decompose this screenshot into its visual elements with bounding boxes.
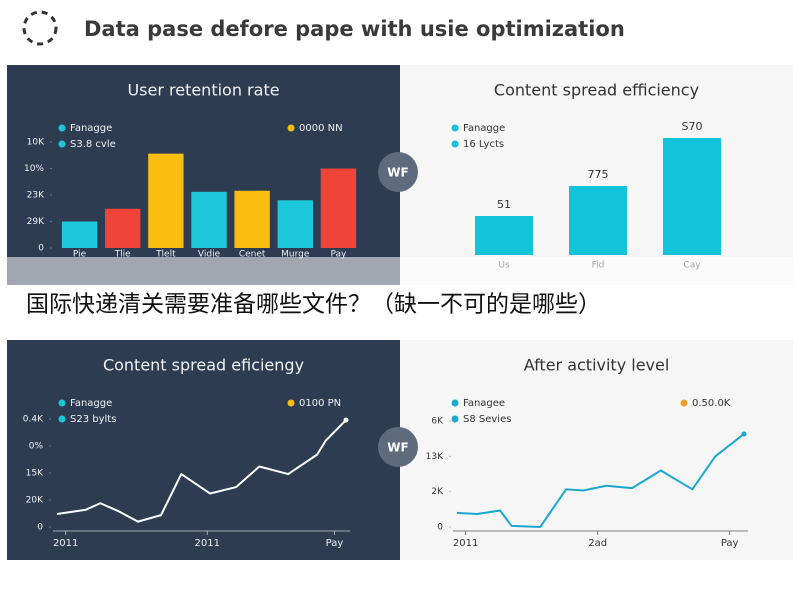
legend-marker xyxy=(58,124,66,132)
y-tick-label: 13K xyxy=(426,452,444,462)
panel xyxy=(7,340,400,560)
bar xyxy=(663,138,721,255)
legend-marker xyxy=(451,415,459,423)
legend-label: Fanagge xyxy=(70,398,112,409)
y-tick-label: 6K xyxy=(431,417,444,427)
bar-annotation: 775 xyxy=(588,168,609,181)
y-tick-label: 15K xyxy=(26,469,44,479)
x-tick-label: Pie xyxy=(73,250,87,260)
legend-label: Fanagge xyxy=(463,123,505,134)
x-tick-label: Pay xyxy=(721,538,739,549)
x-tick-label: Vidie xyxy=(198,250,221,260)
x-tick-label: Tlie xyxy=(114,250,131,260)
bar xyxy=(569,186,627,255)
badge: WF xyxy=(378,427,418,467)
x-tick-label: Cenet xyxy=(239,250,266,260)
y-tick-label: 10K xyxy=(27,138,45,148)
page-title: Data pase defore pape with usie optimiza… xyxy=(84,17,625,41)
y-tick-label: 10% xyxy=(24,164,44,174)
legend-label: Fanagge xyxy=(70,123,112,134)
bar xyxy=(191,191,227,248)
y-tick-label: 0.4K xyxy=(23,415,44,425)
bar xyxy=(320,168,357,248)
x-tick-label: Tlelt xyxy=(155,250,176,260)
svg-text:WF: WF xyxy=(387,166,408,180)
y-tick-label: 20K xyxy=(26,496,44,506)
y-tick-label: 2K xyxy=(431,487,444,497)
panel xyxy=(400,340,793,560)
legend-marker xyxy=(680,399,688,407)
bar-annotation: 51 xyxy=(497,198,511,211)
chart-title: User retention rate xyxy=(127,81,279,100)
line-series xyxy=(56,419,347,523)
bar-annotation: S70 xyxy=(682,120,703,133)
bar xyxy=(277,200,313,248)
legend-label: 16 Lycts xyxy=(463,139,504,150)
legend-marker xyxy=(58,140,66,148)
x-tick-label: 2011 xyxy=(53,538,78,549)
line-series xyxy=(456,433,745,528)
charts: User retention rate 0 29K 23K 10% 10K Fanagge S… xyxy=(7,65,793,560)
y-tick-label: 0 xyxy=(37,523,43,533)
legend-marker xyxy=(287,399,295,407)
bar xyxy=(61,221,98,248)
chart-title: Content spread eficiengy xyxy=(103,356,304,375)
legend-label: S8 Sevies xyxy=(463,414,511,425)
bar xyxy=(105,208,141,248)
legend-marker xyxy=(58,399,66,407)
y-tick-label: 0 xyxy=(437,523,443,533)
end-point xyxy=(741,431,747,437)
legend-label: S3.8 cvle xyxy=(70,139,116,150)
x-tick-label: Pay xyxy=(330,250,347,260)
bar xyxy=(234,190,270,248)
svg-text:WF: WF xyxy=(387,441,408,455)
x-tick-label: 2ad xyxy=(588,538,607,549)
bar xyxy=(475,216,533,255)
x-tick-label: Pay xyxy=(326,538,344,549)
x-tick-label: 2011 xyxy=(453,538,478,549)
end-point xyxy=(343,417,349,423)
badge: WF xyxy=(378,152,418,192)
legend-marker xyxy=(451,124,459,132)
bar xyxy=(148,153,184,248)
y-tick-label: 29K xyxy=(27,217,45,227)
legend-marker xyxy=(287,124,295,132)
legend-marker xyxy=(451,399,459,407)
legend-marker xyxy=(58,415,66,423)
fade-band xyxy=(7,257,793,285)
legend-label: 0100 PN xyxy=(299,398,341,409)
chart-title: After activity level xyxy=(524,356,670,375)
legend-label: Fanagee xyxy=(463,398,505,409)
x-tick-label: 2011 xyxy=(195,538,220,549)
legend-label: 0000 NN xyxy=(299,123,343,134)
legend-label: S23 bylts xyxy=(70,414,116,425)
y-tick-label: 0 xyxy=(38,244,44,254)
legend-marker xyxy=(451,140,459,148)
x-tick-label: Murge xyxy=(281,250,310,260)
chart-title: Content spread efficiency xyxy=(494,81,699,100)
y-tick-label: 23K xyxy=(27,191,45,201)
caption: 国际快递清关需要准备哪些文件？（缺一不可的是哪些） xyxy=(26,292,601,318)
y-tick-label: 0% xyxy=(29,442,44,452)
legend-label: 0.50.0K xyxy=(692,398,731,409)
loading-icon xyxy=(22,10,58,46)
